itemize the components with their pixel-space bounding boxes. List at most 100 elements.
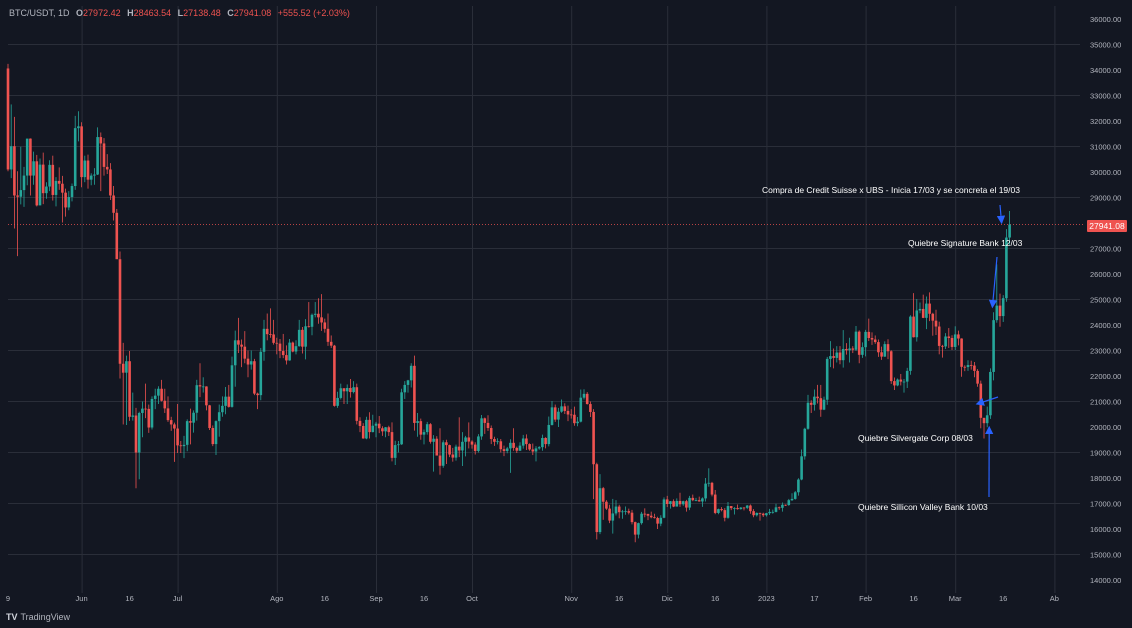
candle bbox=[640, 511, 643, 525]
candle-body bbox=[195, 385, 199, 413]
candle bbox=[809, 400, 813, 413]
candle-body bbox=[608, 508, 611, 521]
candle-body bbox=[358, 420, 362, 426]
candle-body bbox=[531, 449, 535, 452]
candle-body bbox=[256, 393, 259, 396]
y-tick-label: 33000.00 bbox=[1090, 92, 1121, 101]
candle bbox=[288, 339, 291, 361]
candle bbox=[880, 346, 883, 360]
candle-body bbox=[896, 379, 899, 386]
candle bbox=[291, 341, 295, 353]
candle-body bbox=[445, 442, 448, 446]
candle-body bbox=[985, 415, 989, 424]
candle bbox=[339, 383, 343, 400]
candle bbox=[230, 356, 234, 408]
candle bbox=[573, 406, 576, 426]
candle bbox=[845, 343, 848, 355]
y-tick-label: 21000.00 bbox=[1090, 398, 1121, 407]
candle bbox=[313, 302, 317, 318]
candle-body bbox=[243, 346, 247, 359]
candle bbox=[825, 356, 829, 405]
candle bbox=[541, 434, 544, 451]
candle bbox=[41, 152, 45, 205]
candle-body bbox=[131, 415, 135, 417]
candle-body bbox=[576, 421, 579, 424]
y-tick-label: 36000.00 bbox=[1090, 15, 1121, 24]
tradingview-logo[interactable]: TV TradingView bbox=[6, 612, 70, 622]
candle-body bbox=[125, 361, 128, 373]
candle bbox=[653, 513, 656, 519]
candle bbox=[601, 486, 605, 520]
candle-body bbox=[880, 352, 883, 357]
candle-body bbox=[592, 411, 595, 465]
candle-body bbox=[230, 365, 234, 407]
candle-body bbox=[537, 447, 541, 449]
candle-body bbox=[416, 421, 419, 423]
candle bbox=[909, 315, 912, 375]
candle bbox=[841, 330, 845, 368]
candle bbox=[678, 492, 682, 507]
change-label: +555.52 (+2.03%) bbox=[277, 8, 350, 18]
candle bbox=[464, 435, 467, 457]
candle bbox=[256, 392, 259, 410]
candle bbox=[205, 386, 208, 411]
candle-body bbox=[579, 397, 583, 422]
candle bbox=[803, 427, 807, 460]
candle bbox=[400, 388, 403, 445]
candle bbox=[22, 166, 26, 207]
y-tick-label: 24000.00 bbox=[1090, 321, 1121, 330]
candle bbox=[445, 439, 448, 464]
candle-body bbox=[838, 352, 842, 361]
candle bbox=[451, 447, 455, 462]
candle-body bbox=[585, 393, 589, 405]
candle bbox=[134, 407, 138, 489]
price-axis[interactable]: 14000.00 15000.00 16000.00 17000.00 18000.00… bbox=[1090, 15, 1121, 585]
candle-body bbox=[454, 446, 458, 458]
candle bbox=[729, 506, 733, 511]
candle bbox=[589, 401, 592, 418]
candle-body bbox=[848, 348, 851, 351]
candle bbox=[912, 293, 915, 338]
high-label: H28463.54 bbox=[127, 8, 172, 18]
candle-body bbox=[995, 305, 999, 321]
candle bbox=[557, 407, 560, 427]
candle bbox=[118, 251, 122, 379]
candle-body bbox=[822, 399, 826, 410]
candle bbox=[182, 435, 186, 459]
candle bbox=[1005, 229, 1008, 302]
candle-body bbox=[320, 317, 323, 323]
candle bbox=[953, 326, 957, 350]
y-tick-label: 30000.00 bbox=[1090, 168, 1121, 177]
candle bbox=[957, 330, 960, 346]
candle bbox=[227, 384, 231, 408]
candle bbox=[966, 360, 970, 371]
candle-body bbox=[160, 388, 163, 401]
candle-body bbox=[589, 404, 592, 412]
candle-body bbox=[544, 437, 547, 445]
candle-body bbox=[963, 366, 967, 368]
candle-body bbox=[64, 192, 67, 208]
candle bbox=[310, 313, 314, 336]
candle-body bbox=[313, 313, 317, 315]
candle bbox=[694, 497, 698, 502]
candle-body bbox=[1005, 237, 1008, 299]
candle bbox=[829, 341, 832, 368]
time-axis[interactable]: 9 Jun 16 Jul Ago 16 Sep 16 Oct Nov 16 Dic 16 2023 17 Fe… bbox=[6, 594, 1059, 603]
candle-body bbox=[352, 387, 355, 393]
candle bbox=[752, 509, 755, 518]
candle-body bbox=[259, 351, 263, 396]
candle bbox=[963, 365, 967, 372]
candle bbox=[144, 383, 147, 419]
candle bbox=[873, 335, 877, 344]
candle bbox=[137, 411, 141, 480]
candle bbox=[576, 417, 579, 427]
symbol-label: BTC/USDT, 1D bbox=[9, 8, 70, 18]
annotation-text: Quiebre Silvergate Corp 08/03 bbox=[858, 433, 973, 443]
candle-body bbox=[742, 507, 746, 509]
candle-body bbox=[713, 494, 717, 513]
candle-body bbox=[233, 340, 237, 366]
candle-body bbox=[211, 428, 215, 445]
candle bbox=[224, 386, 227, 415]
